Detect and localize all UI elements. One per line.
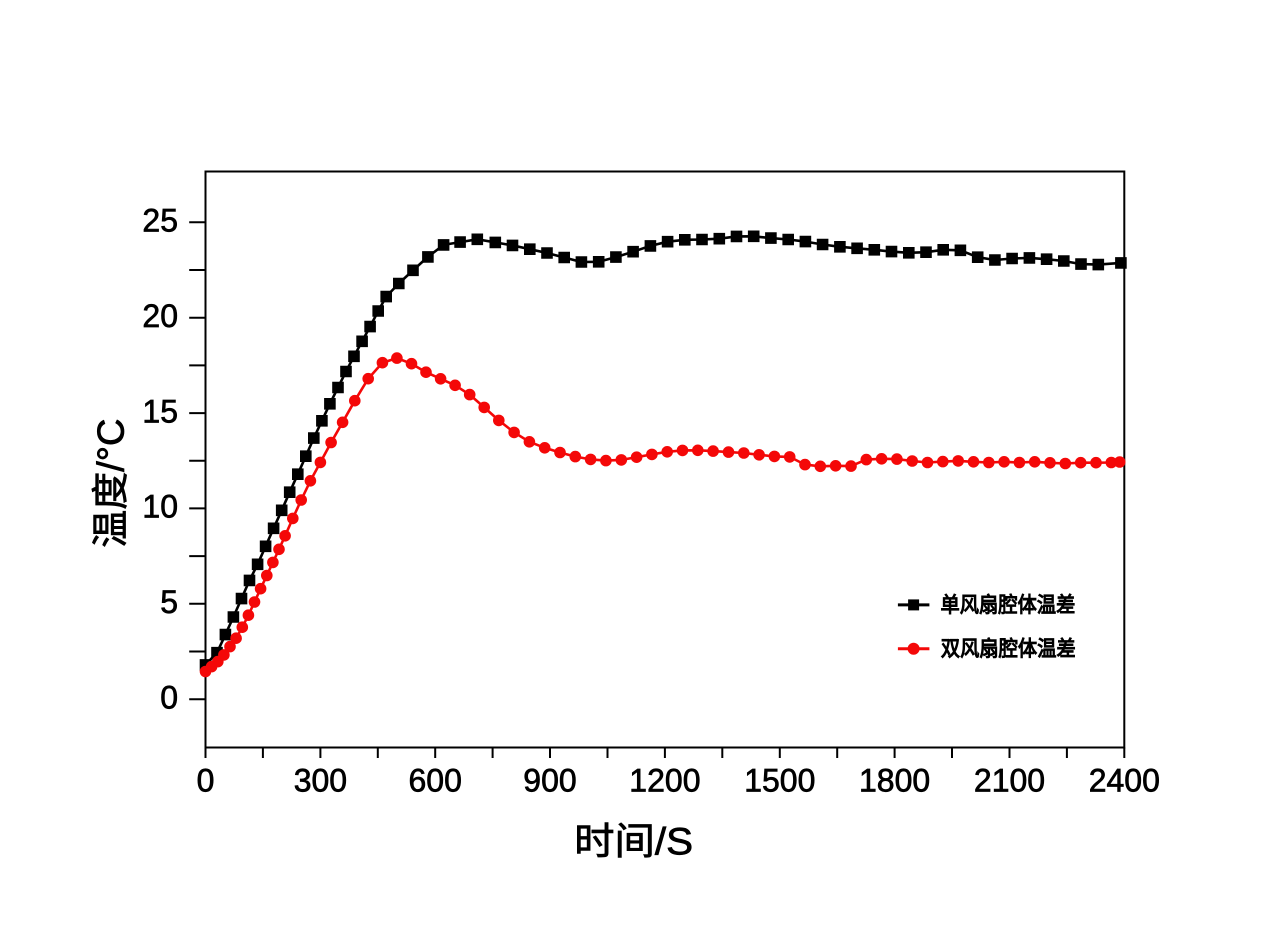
svg-text:900: 900: [523, 763, 576, 799]
svg-text:1200: 1200: [629, 763, 700, 799]
svg-text:2100: 2100: [974, 763, 1045, 799]
svg-text:600: 600: [409, 763, 462, 799]
svg-text:0: 0: [160, 680, 178, 716]
svg-text:10: 10: [142, 489, 178, 525]
svg-text:1500: 1500: [744, 763, 815, 799]
svg-text:20: 20: [142, 298, 178, 334]
svg-text:15: 15: [142, 393, 178, 429]
svg-text:5: 5: [160, 584, 178, 620]
svg-text:1800: 1800: [859, 763, 930, 799]
svg-text:2400: 2400: [1089, 763, 1160, 799]
svg-text:300: 300: [294, 763, 347, 799]
svg-text:0: 0: [197, 763, 215, 799]
svg-text:25: 25: [142, 203, 178, 239]
